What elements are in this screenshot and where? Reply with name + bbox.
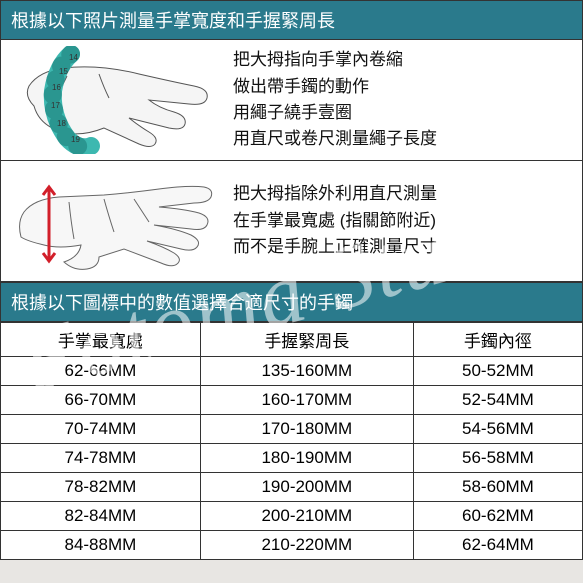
table-row: 82-84MM200-210MM60-62MM bbox=[1, 502, 583, 531]
table-row: 78-82MM190-200MM58-60MM bbox=[1, 473, 583, 502]
instructions-circumference: 把大拇指向手掌內卷縮 做出帶手鐲的動作 用繩子繞手壹圈 用直尺或卷尺測量繩子長度 bbox=[219, 47, 574, 152]
instr-line: 做出帶手鐲的動作 bbox=[233, 74, 574, 100]
svg-text:14: 14 bbox=[69, 53, 78, 62]
svg-text:18: 18 bbox=[57, 119, 66, 128]
table-header-row: 手掌最寬處 手握緊周長 手鐲內徑 bbox=[1, 323, 583, 357]
size-table: 手掌最寬處 手握緊周長 手鐲內徑 62-66MM135-160MM50-52MM… bbox=[0, 322, 583, 560]
instr-line: 用繩子繞手壹圈 bbox=[233, 100, 574, 126]
svg-text:19: 19 bbox=[71, 135, 80, 144]
instr-line: 在手掌最寬處 (指關節附近) bbox=[233, 208, 574, 234]
table-row: 74-78MM180-190MM56-58MM bbox=[1, 444, 583, 473]
svg-text:15: 15 bbox=[59, 67, 68, 76]
hand-illustration-tape: 14 15 16 17 18 19 bbox=[9, 46, 219, 154]
panel-width: 把大拇指除外利用直尺測量 在手掌最寬處 (指關節附近) 而不是手腕上正確測量尺寸 bbox=[0, 161, 583, 282]
svg-text:16: 16 bbox=[52, 83, 61, 92]
table-row: 66-70MM160-170MM52-54MM bbox=[1, 386, 583, 415]
instr-line: 把大拇指向手掌內卷縮 bbox=[233, 47, 574, 73]
instructions-width: 把大拇指除外利用直尺測量 在手掌最寬處 (指關節附近) 而不是手腕上正確測量尺寸 bbox=[219, 181, 574, 260]
col-grip-circumference: 手握緊周長 bbox=[200, 323, 413, 357]
panel-circumference: 14 15 16 17 18 19 把大拇指向手掌內卷縮 做出帶手鐲的動作 用繩… bbox=[0, 40, 583, 161]
header-table: 根據以下圖標中的數值選擇合適尺寸的手鐲 bbox=[0, 282, 583, 322]
col-palm-width: 手掌最寬處 bbox=[1, 323, 201, 357]
hand-illustration-width bbox=[9, 167, 219, 275]
table-row: 62-66MM135-160MM50-52MM bbox=[1, 357, 583, 386]
header-measure: 根據以下照片測量手掌寬度和手握緊周長 bbox=[0, 0, 583, 40]
instr-line: 把大拇指除外利用直尺測量 bbox=[233, 181, 574, 207]
col-bracelet-diameter: 手鐲內徑 bbox=[413, 323, 582, 357]
instr-line: 而不是手腕上正確測量尺寸 bbox=[233, 234, 574, 260]
svg-text:17: 17 bbox=[51, 101, 60, 110]
table-row: 84-88MM210-220MM62-64MM bbox=[1, 531, 583, 560]
table-row: 70-74MM170-180MM54-56MM bbox=[1, 415, 583, 444]
instr-line: 用直尺或卷尺測量繩子長度 bbox=[233, 126, 574, 152]
